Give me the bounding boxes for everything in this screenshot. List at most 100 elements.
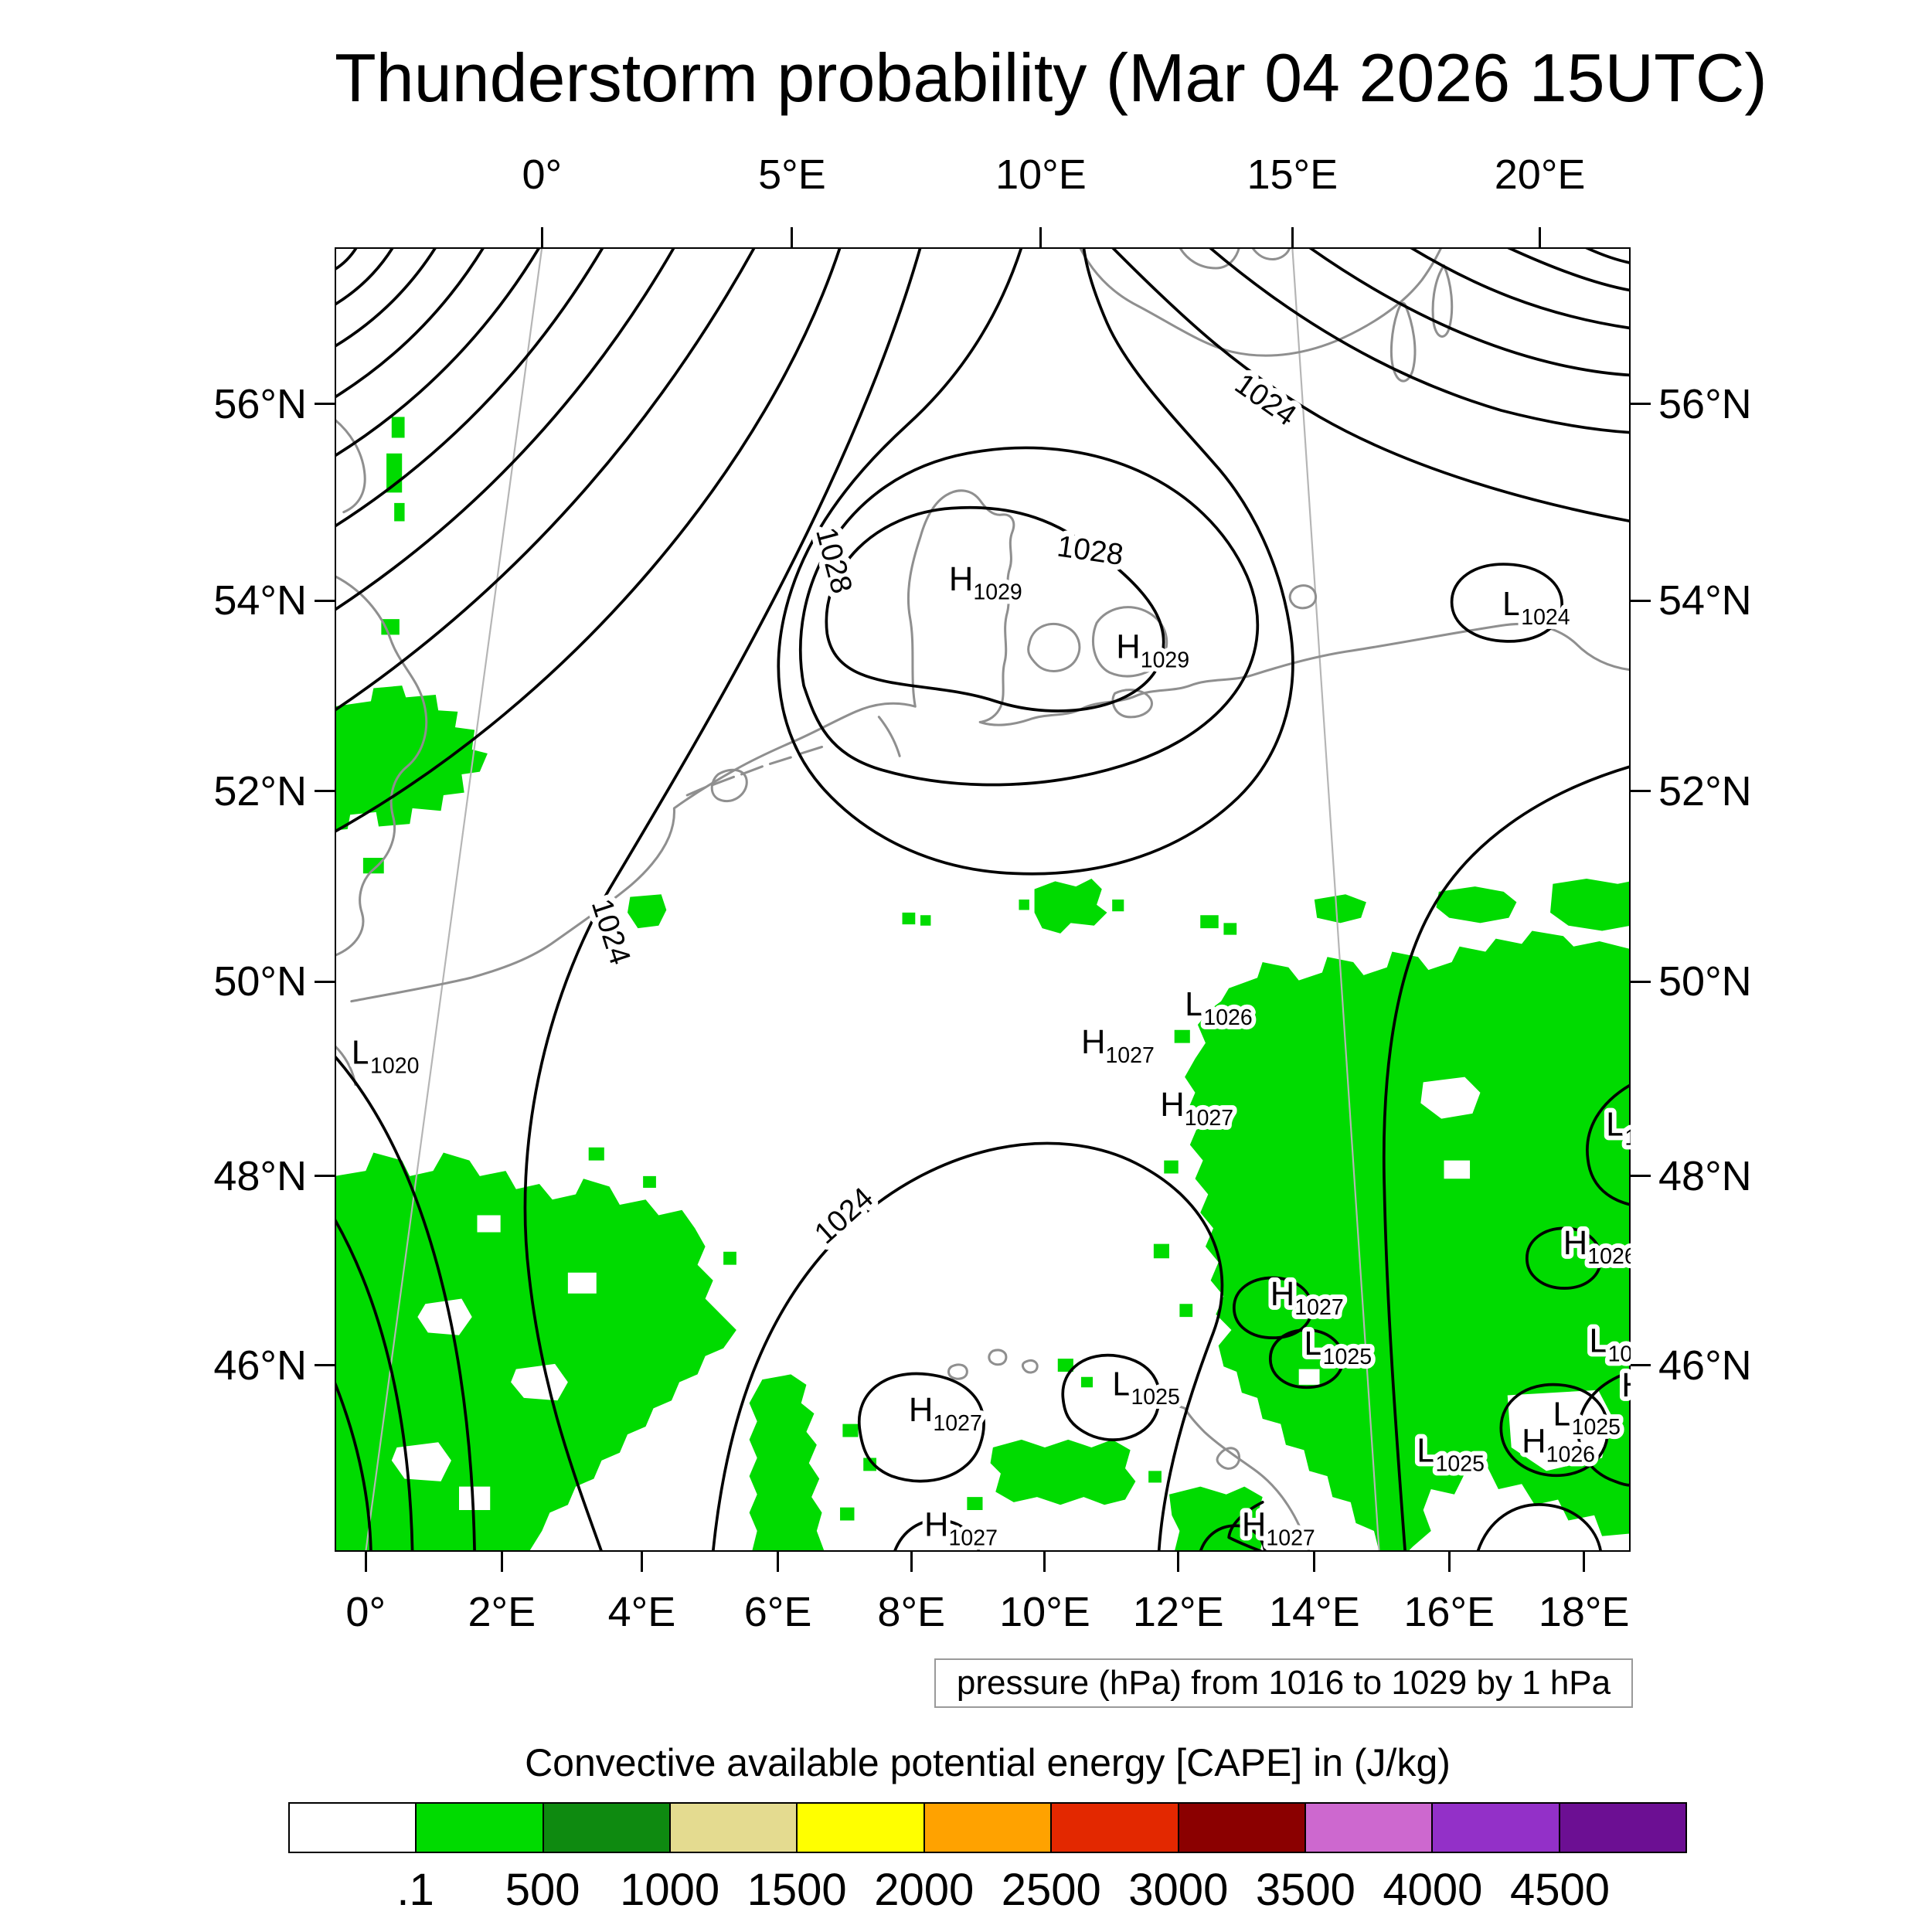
isobar-contour xyxy=(523,247,922,1552)
colorbar-tick-label: 3000 xyxy=(1128,1865,1229,1915)
axis-tick-left xyxy=(315,403,335,406)
axis-label-top: 10°E xyxy=(995,151,1087,198)
coastline xyxy=(1250,247,1291,260)
pressure-center-label: H xyxy=(1621,1366,1631,1404)
meridian-gridline xyxy=(365,247,543,1552)
axis-tick-right xyxy=(1631,599,1651,602)
cape-green-patch xyxy=(628,894,667,929)
axis-tick-left xyxy=(315,1175,335,1178)
axis-tick-bottom xyxy=(1177,1552,1180,1572)
axis-tick-bottom xyxy=(1447,1552,1451,1572)
axis-label-bottom: 18°E xyxy=(1538,1589,1630,1635)
pressure-caption: pressure (hPa) from 1016 to 1029 by 1 hP… xyxy=(934,1658,1633,1708)
pressure-caption-text: pressure (hPa) from 1016 to 1029 by 1 hP… xyxy=(956,1664,1611,1702)
axis-label-bottom: 0° xyxy=(345,1589,386,1635)
isobar-contour xyxy=(1232,1276,1314,1340)
isobar-label: 1028 xyxy=(809,524,859,597)
meridian-gridline xyxy=(1291,247,1380,1552)
axis-tick-bottom xyxy=(500,1552,503,1572)
cape-green-patch xyxy=(335,417,488,874)
isobar-contour xyxy=(1382,764,1631,1552)
pressure-center-label: H1027 xyxy=(1270,1275,1344,1320)
pressure-center-label: H1027 xyxy=(924,1506,998,1551)
isobar-contour xyxy=(1208,247,1631,434)
pressure-center-label: L10 xyxy=(1589,1322,1631,1367)
pressure-center-label: H1027 xyxy=(909,1391,982,1436)
coastline xyxy=(335,418,366,514)
cape-green-patch xyxy=(902,912,931,926)
isobar-contour xyxy=(1577,1370,1631,1487)
colorbar-cell xyxy=(415,1804,543,1852)
colorbar-cell xyxy=(542,1804,670,1852)
cape-hole xyxy=(1420,1077,1481,1119)
axis-tick-bottom xyxy=(1043,1552,1046,1572)
colorbar-tick-label: 3500 xyxy=(1255,1865,1355,1915)
axis-tick-left xyxy=(315,599,335,602)
isobar-contour xyxy=(711,1141,1224,1552)
colorbar-cell xyxy=(290,1804,416,1852)
axis-tick-right xyxy=(1631,790,1651,793)
axis-tick-top xyxy=(1291,227,1294,247)
coastline xyxy=(947,1349,1039,1380)
isobar-contour xyxy=(1308,247,1631,377)
colorbar-tick-label: 1500 xyxy=(747,1865,847,1915)
isobar-contour xyxy=(1227,1500,1264,1552)
axis-label-bottom: 12°E xyxy=(1132,1589,1224,1635)
colorbar-tick-label: 2500 xyxy=(1001,1865,1101,1915)
isobar-contour xyxy=(1409,247,1631,330)
axis-tick-top xyxy=(791,227,794,247)
isobar-contour xyxy=(1499,1383,1610,1478)
cape-hole xyxy=(417,1298,472,1335)
colorbar-tick-label: 4500 xyxy=(1509,1865,1610,1915)
axis-tick-top xyxy=(1039,227,1043,247)
colorbar-cell xyxy=(1177,1804,1304,1852)
colorbar-tick-label: 500 xyxy=(505,1865,580,1915)
colorbar-cell xyxy=(1050,1804,1178,1852)
isobar-contour xyxy=(1450,563,1563,643)
cape-hole xyxy=(477,1215,501,1233)
isobar-contour xyxy=(335,1380,372,1552)
cape-hole xyxy=(1444,1160,1471,1179)
coastline xyxy=(350,489,1631,1003)
pressure-center-label: L1020 xyxy=(352,1034,420,1079)
pressure-center-label: L1025 xyxy=(1553,1395,1621,1440)
isobar-contour xyxy=(335,247,604,529)
isobar-contour xyxy=(825,505,1165,713)
coastline xyxy=(1431,264,1454,338)
axis-tick-bottom xyxy=(910,1552,913,1572)
isobar-label: 1024 xyxy=(808,1181,879,1250)
axis-label-right: 54°N xyxy=(1658,577,1752,624)
cape-green-patch xyxy=(1200,915,1237,935)
axis-label-top: 20°E xyxy=(1494,151,1586,198)
axis-label-right: 56°N xyxy=(1658,380,1752,427)
colorbar-tick-label: .1 xyxy=(396,1865,434,1915)
axis-label-right: 46°N xyxy=(1658,1342,1752,1389)
isobar-label: 1028 xyxy=(1055,529,1125,572)
colorbar-cell xyxy=(1304,1804,1432,1852)
cape-hole xyxy=(1298,1369,1320,1385)
isobar-contour xyxy=(335,247,842,834)
cape-colorbar xyxy=(288,1802,1687,1853)
colorbar-tick-label: 1000 xyxy=(620,1865,720,1915)
isobar-contour xyxy=(335,1054,476,1552)
pressure-center-label: H1029 xyxy=(1116,628,1189,673)
isobar-contour xyxy=(893,1519,981,1552)
pressure-center-label: L1 xyxy=(1606,1105,1631,1150)
isobar-contour xyxy=(1586,1083,1631,1206)
coastline xyxy=(685,745,824,797)
axis-label-bottom: 4°E xyxy=(607,1589,676,1635)
cape-green-patch xyxy=(335,1147,736,1552)
colorbar-cell xyxy=(1558,1804,1685,1852)
pressure-center-label: L1025 xyxy=(1112,1365,1180,1410)
isobar-contour xyxy=(335,1217,414,1552)
isobar-contour xyxy=(777,247,1294,876)
axis-label-right: 52°N xyxy=(1658,767,1752,815)
isobar-contour xyxy=(335,247,359,271)
pressure-center-label: L1025 xyxy=(1304,1325,1372,1369)
axis-label-right: 50°N xyxy=(1658,958,1752,1005)
axis-tick-bottom xyxy=(364,1552,367,1572)
coastline xyxy=(1145,1403,1311,1552)
axis-tick-top xyxy=(540,227,543,247)
